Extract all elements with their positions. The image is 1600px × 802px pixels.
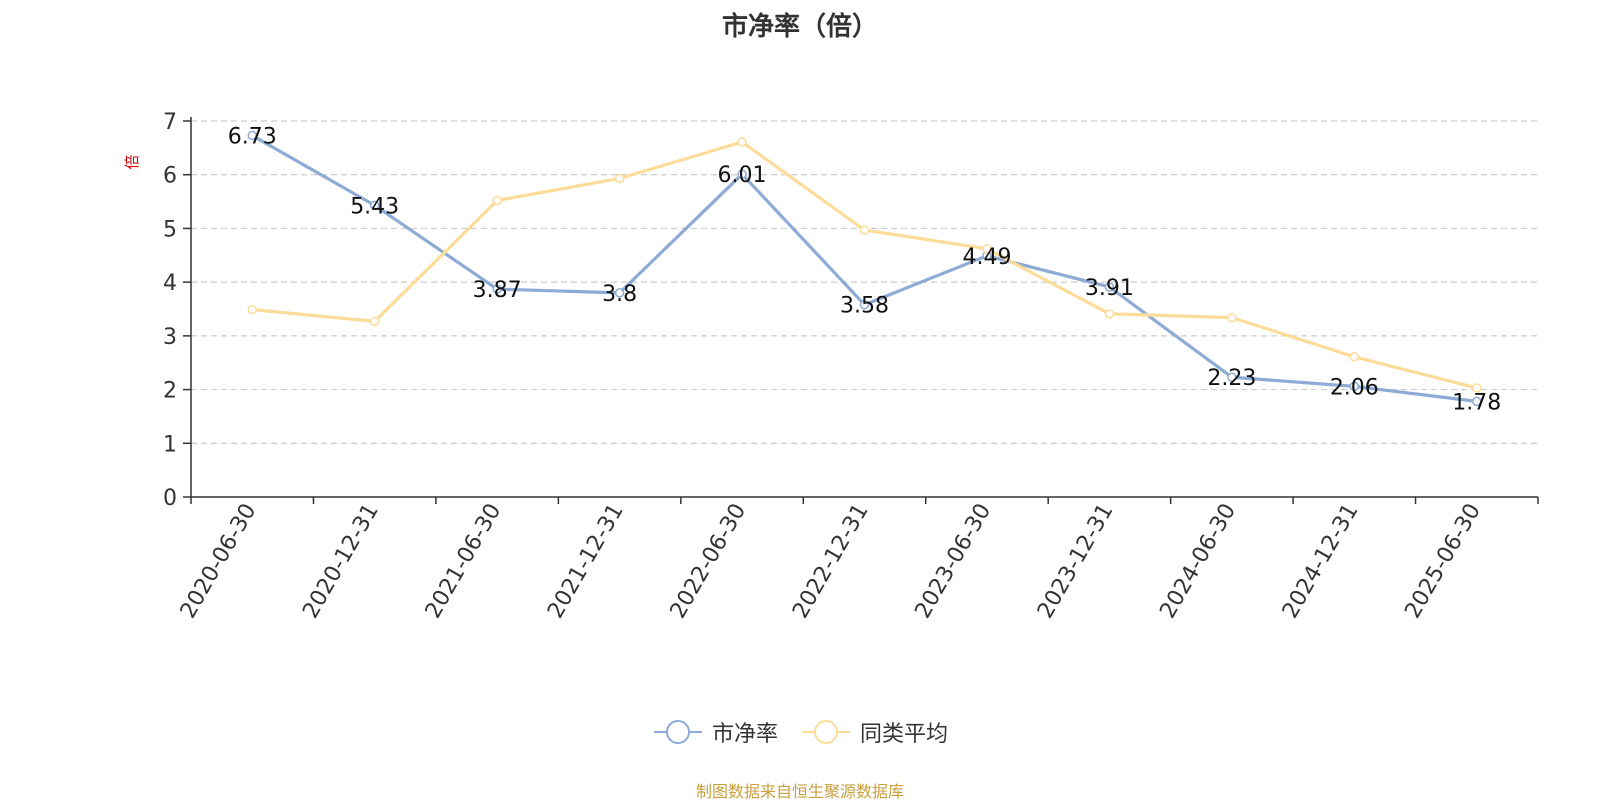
data-point-pb [369, 200, 380, 211]
data-label: 1.78 [1452, 390, 1501, 415]
x-tick-label: 2024-06-30 [1155, 500, 1241, 623]
legend-marker-pb-icon [653, 720, 702, 744]
x-tick-label: 2025-06-30 [1400, 500, 1486, 623]
y-tick-label: 7 [163, 110, 177, 135]
x-tick-label: 2022-12-31 [788, 500, 874, 623]
source-note: 制图数据来自恒生聚源数据库 [695, 782, 904, 801]
y-tick-label: 3 [163, 325, 177, 350]
y-tick-label: 4 [163, 271, 177, 296]
data-point-avg [1227, 312, 1237, 323]
legend-item-pb[interactable]: 市净率 [652, 716, 778, 748]
data-point-avg [247, 304, 257, 315]
legend-label-avg: 同类平均 [860, 722, 949, 747]
data-point-pb [1227, 372, 1237, 382]
data-label: 3.87 [473, 278, 522, 303]
data-label: 3.58 [840, 294, 889, 319]
data-label: 6.73 [228, 125, 277, 150]
data-point-avg [859, 225, 870, 235]
x-tick-label: 2021-12-31 [543, 500, 629, 623]
data-point-avg [737, 137, 747, 147]
data-point-pb [1349, 381, 1360, 392]
data-point-pb [614, 288, 625, 298]
x-tick-label: 2020-12-31 [298, 500, 384, 623]
legend-label-pb: 市净率 [711, 722, 778, 747]
data-label: 5.43 [350, 194, 399, 219]
y-tick-label: 5 [163, 217, 177, 242]
x-tick-label: 2023-12-31 [1033, 500, 1119, 623]
data-point-pb [247, 130, 257, 141]
data-label: 2.23 [1207, 366, 1256, 391]
legend: 市净率 同类平均 [0, 716, 1600, 748]
legend-marker-avg-icon [802, 720, 850, 744]
data-point-pb [492, 284, 502, 294]
data-point-pb [1472, 396, 1482, 407]
data-point-avg [369, 316, 380, 327]
data-labels: 6.73 5.43 3.87 3.8 6.01 3.58 4.49 3.91 2.23 2.06 1… [228, 125, 1502, 416]
data-label: 3.8 [602, 282, 637, 307]
data-point-avg [1349, 352, 1360, 362]
y-tick-label: 2 [163, 379, 177, 404]
x-tick-label: 2020-06-30 [176, 500, 262, 623]
data-point-pb [1104, 282, 1115, 292]
y-axis-unit-label: 倍 [123, 154, 141, 169]
legend-item-avg[interactable]: 同类平均 [800, 716, 948, 748]
series-line-avg [252, 140, 1478, 390]
data-point-pb [859, 299, 870, 310]
data-point-avg [1472, 383, 1482, 393]
y-tick-label: 1 [163, 432, 177, 457]
x-tick-label: 2023-06-30 [911, 500, 997, 623]
series-line-pb [251, 134, 1477, 403]
data-point-avg [982, 244, 992, 254]
data-point-avg [614, 173, 625, 184]
data-label: 4.49 [962, 245, 1011, 270]
data-label: 6.01 [718, 163, 767, 188]
x-tick-label: 2024-12-31 [1278, 500, 1364, 623]
x-tick-label: 2022-06-30 [666, 500, 752, 623]
data-point-avg [492, 195, 502, 206]
axes: 0 1 2 3 4 5 6 7 倍 2020-06-30 2020-12-31 2021-06-30 2… [123, 110, 1539, 623]
data-label: 2.06 [1330, 375, 1379, 400]
y-tick-label: 0 [163, 486, 177, 511]
chart-title: 市净率（倍） [721, 12, 878, 42]
x-tick-label: 2021-06-30 [421, 500, 507, 623]
data-point-pb [737, 169, 747, 179]
data-label: 3.91 [1085, 276, 1134, 301]
y-tick-label: 6 [163, 164, 177, 189]
data-point-avg [1104, 309, 1115, 319]
series-lines [247, 130, 1482, 407]
